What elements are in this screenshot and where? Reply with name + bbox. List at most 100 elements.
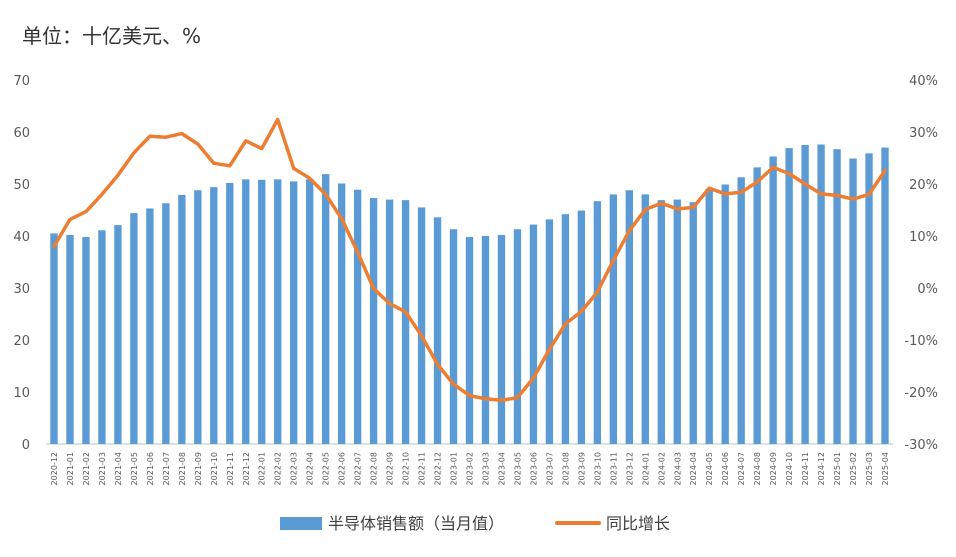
unit-label: 单位：十亿美元、% bbox=[22, 24, 202, 48]
x-tick-label: 2022-03 bbox=[290, 452, 299, 485]
y-left-tick-label: 10 bbox=[13, 386, 30, 401]
x-tick-label: 2021-10 bbox=[210, 452, 219, 485]
x-tick-label: 2021-06 bbox=[146, 452, 155, 485]
bar bbox=[417, 207, 426, 444]
bar bbox=[705, 188, 713, 444]
bar bbox=[258, 179, 266, 444]
x-tick-label: 2020-12 bbox=[50, 452, 59, 485]
bar bbox=[210, 187, 218, 444]
x-tick-label: 2025-04 bbox=[881, 452, 890, 485]
y-right-tick-label: 20% bbox=[909, 178, 938, 193]
bar bbox=[242, 179, 250, 444]
y-left-tick-label: 40 bbox=[13, 230, 30, 245]
y-left-tick-label: 70 bbox=[13, 74, 30, 89]
bar bbox=[577, 210, 586, 444]
x-tick-label: 2024-10 bbox=[785, 452, 794, 485]
bar bbox=[801, 145, 809, 444]
bar bbox=[529, 224, 538, 444]
bar bbox=[657, 200, 665, 444]
bar bbox=[769, 156, 777, 444]
bar bbox=[465, 237, 474, 444]
x-tick-label: 2024-07 bbox=[737, 452, 746, 485]
x-tick-label: 2021-07 bbox=[162, 452, 171, 485]
x-tick-label: 2021-08 bbox=[178, 452, 187, 485]
x-tick-label: 2024-08 bbox=[753, 452, 762, 485]
x-tick-label: 2021-01 bbox=[66, 452, 75, 485]
y-right-tick-label: -10% bbox=[904, 334, 938, 349]
y-left-tick-label: 20 bbox=[13, 334, 30, 349]
x-tick-label: 2024-05 bbox=[705, 452, 714, 485]
bar bbox=[401, 200, 410, 444]
x-tick-label: 2023-12 bbox=[625, 452, 634, 485]
x-tick-label: 2024-03 bbox=[673, 452, 682, 485]
x-tick-label: 2022-11 bbox=[418, 452, 427, 485]
bar bbox=[50, 233, 58, 444]
bar bbox=[321, 174, 330, 444]
x-tick-label: 2025-03 bbox=[865, 452, 874, 485]
x-tick-label: 2023-10 bbox=[593, 452, 602, 485]
x-tick-label: 2024-06 bbox=[721, 452, 730, 485]
bar bbox=[641, 194, 649, 444]
y-left-tick-label: 30 bbox=[13, 282, 30, 297]
y-right-tick-label: 0% bbox=[917, 282, 938, 297]
y-right-tick-label: -30% bbox=[904, 438, 938, 453]
bar bbox=[337, 183, 346, 445]
bar bbox=[178, 194, 186, 444]
bar bbox=[306, 179, 314, 444]
x-tick-label: 2023-09 bbox=[577, 452, 586, 485]
x-tick-label: 2023-01 bbox=[450, 452, 459, 485]
x-tick-label: 2022-08 bbox=[370, 452, 379, 485]
bar bbox=[545, 219, 554, 444]
bar bbox=[753, 167, 761, 445]
y-right-tick-label: 10% bbox=[909, 230, 938, 245]
x-tick-label: 2023-05 bbox=[513, 452, 522, 485]
x-tick-label: 2021-02 bbox=[82, 452, 91, 485]
x-tick-label: 2022-01 bbox=[258, 452, 267, 485]
bar bbox=[881, 147, 889, 444]
x-tick-label: 2021-12 bbox=[242, 452, 251, 485]
x-tick-label: 2024-02 bbox=[657, 452, 666, 485]
bar bbox=[114, 225, 122, 444]
x-tick-label: 2022-04 bbox=[306, 452, 315, 485]
bar bbox=[274, 179, 282, 444]
bar bbox=[369, 198, 378, 444]
bar bbox=[673, 199, 681, 444]
bar bbox=[433, 217, 442, 444]
bar bbox=[385, 199, 394, 444]
x-tick-label: 2021-11 bbox=[226, 452, 235, 485]
bar bbox=[849, 158, 857, 444]
x-tick-label: 2022-07 bbox=[354, 452, 363, 485]
legend: 半导体销售额（当月值） 同比增长 bbox=[280, 514, 670, 533]
x-tick-label: 2024-09 bbox=[769, 452, 778, 485]
bar bbox=[146, 208, 154, 444]
x-tick-label: 2022-12 bbox=[434, 452, 443, 485]
x-tick-label: 2024-01 bbox=[641, 452, 650, 485]
x-tick-label: 2023-03 bbox=[481, 452, 490, 485]
bar bbox=[513, 229, 522, 444]
bar bbox=[737, 177, 745, 445]
bar bbox=[561, 214, 570, 444]
x-tick-label: 2025-01 bbox=[833, 452, 842, 485]
x-tick-label: 2022-02 bbox=[274, 452, 283, 485]
bar bbox=[785, 148, 793, 444]
bar bbox=[497, 234, 506, 444]
x-tick-label: 2025-02 bbox=[849, 452, 858, 485]
y-left-tick-label: 60 bbox=[13, 126, 30, 141]
bar bbox=[593, 201, 602, 444]
legend-bar-label: 半导体销售额（当月值） bbox=[328, 514, 504, 533]
bar bbox=[130, 213, 138, 444]
bar bbox=[290, 181, 298, 444]
x-tick-label: 2023-11 bbox=[609, 452, 618, 485]
x-tick-label: 2022-05 bbox=[322, 452, 331, 485]
y-left-tick-label: 0 bbox=[22, 438, 30, 453]
x-tick-label: 2022-10 bbox=[402, 452, 411, 485]
bar bbox=[481, 236, 490, 444]
x-tick-label: 2021-04 bbox=[114, 452, 123, 485]
y-right-tick-label: 40% bbox=[909, 74, 938, 89]
bar bbox=[817, 144, 825, 445]
x-tick-label: 2022-06 bbox=[338, 452, 347, 485]
x-tick-label: 2022-09 bbox=[386, 452, 395, 485]
bar bbox=[609, 194, 618, 444]
y-left-tick-label: 50 bbox=[13, 178, 30, 193]
x-tick-label: 2024-11 bbox=[801, 452, 810, 485]
